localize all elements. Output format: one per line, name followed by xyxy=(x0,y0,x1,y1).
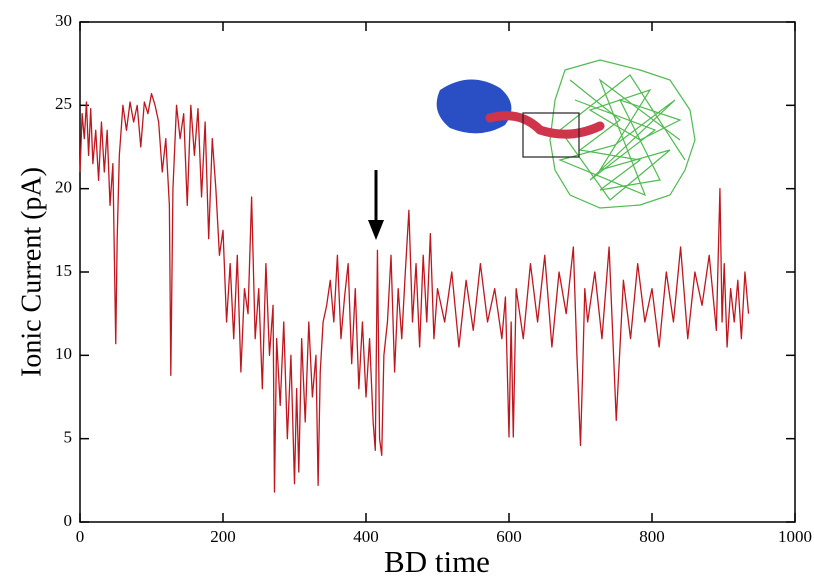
x-tick-label: 0 xyxy=(76,527,85,546)
y-tick-label: 25 xyxy=(55,94,72,113)
plot: 0 5 10 15 20 25 30 0 200 400 600 800 1000 xyxy=(55,11,812,546)
y-tick-label: 0 xyxy=(64,511,73,530)
y-tick-label: 10 xyxy=(55,344,72,363)
x-tick-label: 200 xyxy=(210,527,236,546)
arrow-head xyxy=(368,220,384,240)
plot-frame xyxy=(79,21,796,523)
x-tick-label: 400 xyxy=(353,527,379,546)
data-line xyxy=(79,93,750,493)
y-tick-label: 20 xyxy=(55,178,72,197)
y-tick-label: 15 xyxy=(55,261,72,280)
y-tick-label: 30 xyxy=(55,11,72,30)
y-axis-label: Ionic Current (pA) xyxy=(16,167,47,377)
x-tick-label: 800 xyxy=(639,527,665,546)
y-tick-label: 5 xyxy=(64,428,73,447)
inset-image xyxy=(436,59,696,209)
x-tick-label: 600 xyxy=(496,527,522,546)
x-tick-label: 1000 xyxy=(778,527,812,546)
x-axis-label: BD time xyxy=(384,544,490,579)
